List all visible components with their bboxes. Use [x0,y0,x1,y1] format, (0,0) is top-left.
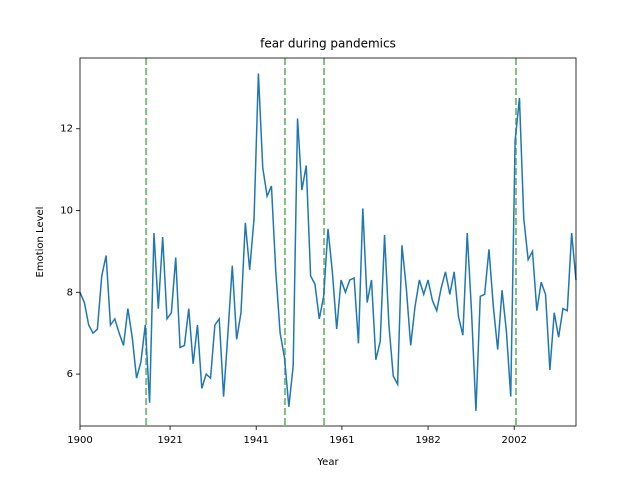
chart-title: fear during pandemics [260,37,396,51]
y-tick-label: 12 [60,124,73,135]
x-tick-label: 2002 [501,435,526,446]
x-tick-label: 1921 [157,435,182,446]
x-tick-label: 1900 [67,435,92,446]
y-tick-label: 8 [67,287,73,298]
y-axis-label: Emotion Level [35,207,46,278]
x-axis-label: Year [316,457,339,468]
data-line [79,73,577,411]
y-tick-label: 6 [67,369,73,380]
x-tick-label: 1982 [415,435,440,446]
y-tick-label: 10 [60,206,73,217]
x-tick-label: 1941 [243,435,268,446]
x-tick-label: 1961 [329,435,354,446]
plot-frame [79,57,577,427]
